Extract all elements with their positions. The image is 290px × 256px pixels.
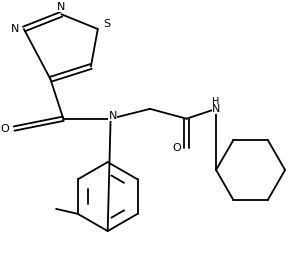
Text: N: N	[57, 2, 66, 12]
Text: N: N	[108, 111, 117, 121]
Text: S: S	[104, 19, 111, 29]
Text: N: N	[212, 104, 220, 114]
Text: O: O	[173, 143, 182, 153]
Text: H: H	[212, 97, 220, 107]
Text: N: N	[10, 24, 19, 34]
Text: O: O	[0, 124, 9, 134]
